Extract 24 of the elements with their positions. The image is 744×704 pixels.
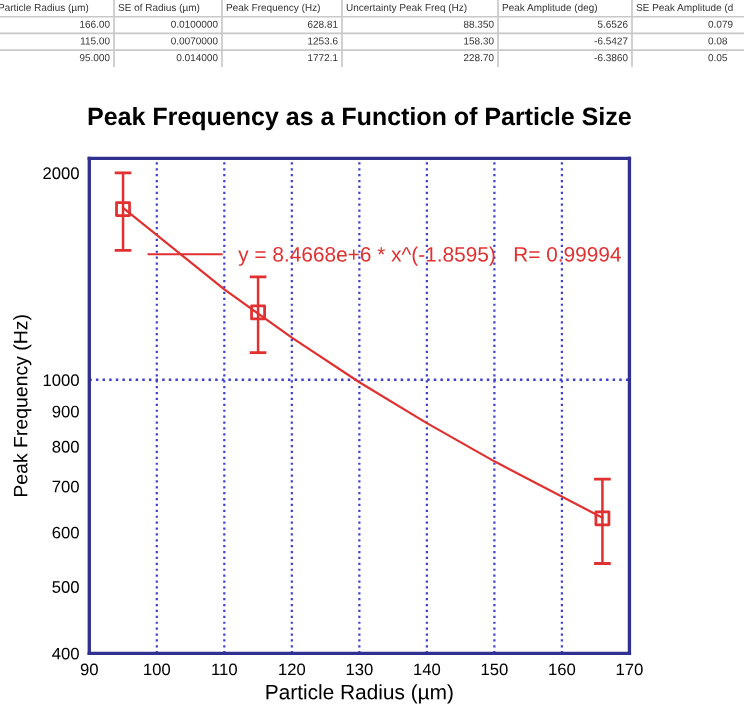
- point: [115, 201, 131, 217]
- x-tick-label: 120: [279, 663, 306, 676]
- x-tick-label: 130: [346, 663, 373, 676]
- x-tick-label: 140: [414, 663, 441, 676]
- y-axis-title: Peak Frequency (Hz): [13, 315, 32, 497]
- point: [250, 304, 266, 321]
- x-tick-label: 160: [549, 663, 576, 676]
- y-tick-label: 1000: [43, 374, 79, 387]
- x-tick-label: 150: [481, 663, 508, 676]
- x-tick-label: 100: [144, 663, 171, 676]
- x-tick-label: 110: [212, 663, 237, 676]
- x-axis-title: Particle Radius (µm): [266, 684, 453, 704]
- y-tick-label: 900: [52, 405, 79, 418]
- y-tick-label: 600: [52, 526, 79, 539]
- y-tick-label: 2000: [43, 167, 79, 180]
- y-tick-label: 400: [52, 647, 79, 660]
- legend-label: y = 8.4668e+6 * x^(-1.8595) R= 0.99994: [238, 246, 621, 266]
- chart-title: Peak Frequency as a Function of Particle Size: [88, 106, 631, 131]
- y-tick-label: 700: [52, 480, 79, 493]
- y-tick-label: 800: [52, 440, 79, 453]
- point: [594, 510, 611, 527]
- x-tick-label: 90: [80, 663, 98, 676]
- y-tick-label: 500: [52, 581, 79, 593]
- x-tick-label: 170: [616, 663, 643, 676]
